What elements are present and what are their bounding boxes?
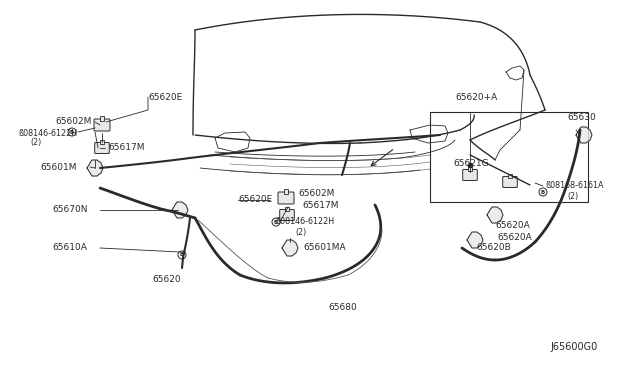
Polygon shape [576,127,592,143]
Text: B: B [180,253,184,257]
Text: 65620B: 65620B [476,244,511,253]
Text: 65610A: 65610A [52,244,87,253]
Circle shape [272,218,280,226]
Circle shape [178,251,186,259]
Text: 65617M: 65617M [108,144,145,153]
Circle shape [539,188,547,196]
Bar [430,112,588,202]
Polygon shape [467,232,483,248]
Bar [100,116,104,121]
Text: 65670N: 65670N [52,205,88,215]
Bar [468,167,472,171]
Text: 65601M: 65601M [40,163,77,171]
Text: 65620A: 65620A [495,221,530,230]
Text: B: B [70,129,74,135]
Text: 65602M: 65602M [298,189,334,199]
Polygon shape [172,202,188,218]
Text: ß08168-6161A: ß08168-6161A [545,180,604,189]
Bar [100,140,104,144]
Text: 65620: 65620 [152,276,180,285]
Text: (2): (2) [30,138,41,148]
Text: J65600G0: J65600G0 [551,342,598,352]
Text: B: B [274,219,278,224]
FancyBboxPatch shape [463,170,477,180]
Text: 65601MA: 65601MA [303,244,346,253]
FancyBboxPatch shape [280,209,294,221]
FancyBboxPatch shape [502,176,517,187]
Circle shape [68,128,76,136]
Text: 65621G: 65621G [453,158,488,167]
Polygon shape [487,207,503,223]
Text: 65620E: 65620E [238,196,272,205]
Text: (2): (2) [567,192,579,201]
Text: 65630: 65630 [567,113,596,122]
Text: ß08146-6122H: ß08146-6122H [275,218,334,227]
FancyBboxPatch shape [278,192,294,204]
Bar [284,189,288,194]
Polygon shape [282,240,298,256]
Text: ß08146-6122H: ß08146-6122H [18,128,77,138]
Polygon shape [87,160,103,176]
Text: (2): (2) [295,228,307,237]
Text: 65602M: 65602M [55,118,92,126]
Text: B: B [541,189,545,195]
Text: 65680: 65680 [328,304,356,312]
Bar [285,207,289,211]
Text: 65620E: 65620E [148,93,182,102]
Bar [508,174,512,179]
Text: 65620A: 65620A [497,232,532,241]
FancyBboxPatch shape [95,142,109,154]
Text: 65617M: 65617M [302,202,339,211]
FancyBboxPatch shape [94,119,110,131]
Text: 65620+A: 65620+A [455,93,497,103]
